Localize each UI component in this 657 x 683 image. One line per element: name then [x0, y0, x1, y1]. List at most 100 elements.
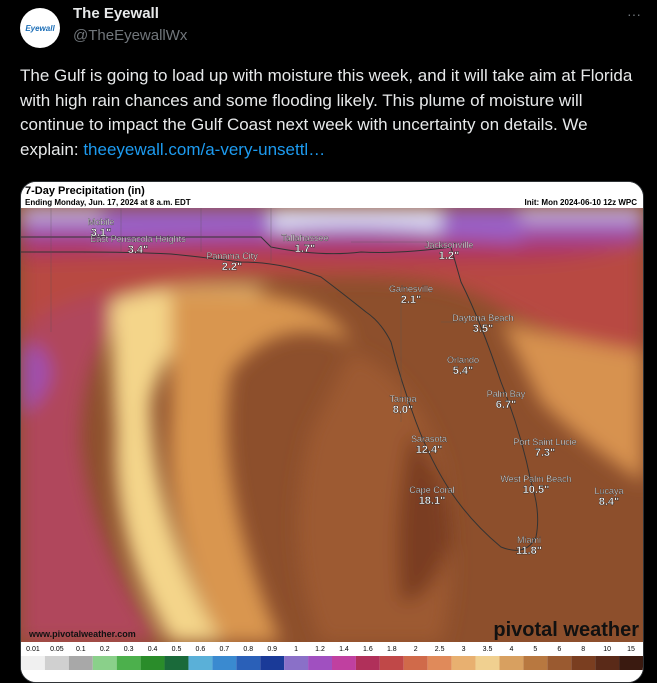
- map-title: 7-Day Precipitation (in): [25, 185, 145, 197]
- city-value: 8.4": [599, 496, 620, 508]
- city-value: 8.0": [393, 404, 414, 416]
- borders: [50, 208, 501, 422]
- scale-label: 3: [462, 646, 466, 653]
- city-value: 6.7": [496, 399, 517, 411]
- city-name: Gainesville: [389, 284, 433, 294]
- tweet-text: The Gulf is going to load up with moistu…: [20, 64, 640, 162]
- scale-swatch: [332, 656, 356, 670]
- city-name: Sarasota: [411, 434, 447, 444]
- tweet-body: The Gulf is going to load up with moistu…: [20, 66, 633, 159]
- city-value: 1.2": [439, 250, 460, 262]
- city-name: Panama City: [206, 251, 258, 261]
- city-value: 12.4": [416, 444, 443, 456]
- scale-label: 10: [603, 646, 611, 653]
- scale-label: 1.4: [339, 646, 349, 653]
- scale-label: 1.2: [315, 646, 325, 653]
- scale-swatch: [260, 656, 285, 670]
- scale-label: 2: [414, 646, 418, 653]
- scale-swatch: [44, 656, 69, 670]
- city-value: 11.8": [516, 545, 542, 557]
- city-name: West Palm Beach: [500, 474, 571, 484]
- city-value: 18.1": [419, 495, 446, 507]
- city-name: Lucaya: [594, 486, 623, 496]
- page: Eyewall The Eyewall @TheEyewallWx ··· Th…: [20, 5, 644, 683]
- scale-label: 0.4: [148, 646, 158, 653]
- scale-label: 1.6: [363, 646, 373, 653]
- media-card[interactable]: 7-Day Precipitation (in) Ending Monday, …: [20, 181, 644, 683]
- scale-swatch: [619, 656, 643, 670]
- scale-swatch: [68, 656, 93, 670]
- map-source: www.pivotalweather.com: [28, 629, 136, 639]
- scale-swatch: [284, 656, 309, 670]
- scale-label: 0.1: [76, 646, 86, 653]
- scale-label: 0.05: [50, 646, 64, 653]
- scale-swatch: [595, 656, 620, 670]
- city-name: Palm Bay: [487, 389, 526, 399]
- scale-swatch: [188, 656, 213, 670]
- scale-label: 2.5: [435, 646, 445, 653]
- scale-swatch: [523, 656, 548, 670]
- scale-swatch: [403, 656, 428, 670]
- scale-label: 15: [627, 646, 635, 653]
- city-value: 7.3": [535, 447, 556, 459]
- coastline: [21, 236, 539, 551]
- handle[interactable]: @TheEyewallWx: [73, 27, 188, 44]
- city-name: Jacksonville: [425, 240, 474, 250]
- scale-swatch: [140, 656, 165, 670]
- city-value: 3.4": [128, 244, 149, 256]
- scale-label: 6: [557, 646, 561, 653]
- scale-swatch: [164, 656, 189, 670]
- city-name: Tallahassee: [281, 233, 329, 243]
- tweet-link[interactable]: theeyewall.com/a-very-unsettl…: [83, 139, 326, 159]
- city-name: Cape Coral: [409, 485, 455, 495]
- city-name: East Pensacola Heights: [90, 234, 186, 244]
- city-value: 3.5": [473, 323, 494, 335]
- scale-swatch: [92, 656, 117, 670]
- city-value: 2.2": [222, 261, 243, 273]
- scale-label: 0.3: [124, 646, 134, 653]
- scale-label: 4: [509, 646, 513, 653]
- map-image: 7-Day Precipitation (in) Ending Monday, …: [21, 182, 643, 682]
- city-value: 1.7": [295, 243, 316, 255]
- scale-swatch: [547, 656, 572, 670]
- scale-label: 3.5: [483, 646, 493, 653]
- map-init: Init: Mon 2024-06-10 12z WPC: [525, 198, 638, 207]
- scale-swatch: [308, 656, 332, 670]
- scale-label: 1.8: [387, 646, 397, 653]
- scale-label: 0.2: [100, 646, 110, 653]
- scale-swatch: [427, 656, 452, 670]
- city-value: 3.1": [91, 227, 112, 239]
- scale-swatch: [355, 656, 380, 670]
- scale-swatch: [379, 656, 404, 670]
- city-name: Port Saint Lucie: [513, 437, 577, 447]
- scale-swatch: [571, 656, 596, 670]
- scale-swatch: [116, 656, 141, 670]
- city-value: 5.4": [453, 365, 474, 377]
- display-name[interactable]: The Eyewall: [73, 5, 159, 22]
- scale-label: 5: [533, 646, 537, 653]
- scale-label: 0.7: [219, 646, 229, 653]
- city-name: Miami: [517, 535, 541, 545]
- scale-label: 0.6: [196, 646, 206, 653]
- city-name: Orlando: [447, 355, 479, 365]
- scale-swatch: [212, 656, 237, 670]
- precip-field: [21, 208, 643, 642]
- avatar[interactable]: Eyewall: [20, 8, 60, 48]
- city-name: Daytona Beach: [452, 313, 514, 323]
- scale-label: 1: [294, 646, 298, 653]
- scale-swatch: [451, 656, 476, 670]
- scale-swatch: [21, 656, 45, 670]
- scale-label: 8: [581, 646, 585, 653]
- scale-swatch: [236, 656, 261, 670]
- city-value: 2.1": [401, 294, 422, 306]
- scale-label: 0.01: [26, 646, 40, 653]
- city-name: Tampa: [389, 394, 416, 404]
- scale-label: 0.9: [267, 646, 277, 653]
- city-name: Mobile: [88, 217, 115, 227]
- scale-swatch: [499, 656, 524, 670]
- scale-swatch: [475, 656, 500, 670]
- scale-label: 0.8: [243, 646, 253, 653]
- more-menu[interactable]: ···: [627, 6, 641, 22]
- map-subtitle: Ending Monday, Jun. 17, 2024 at 8 a.m. E…: [25, 198, 191, 207]
- map-header: [21, 182, 643, 208]
